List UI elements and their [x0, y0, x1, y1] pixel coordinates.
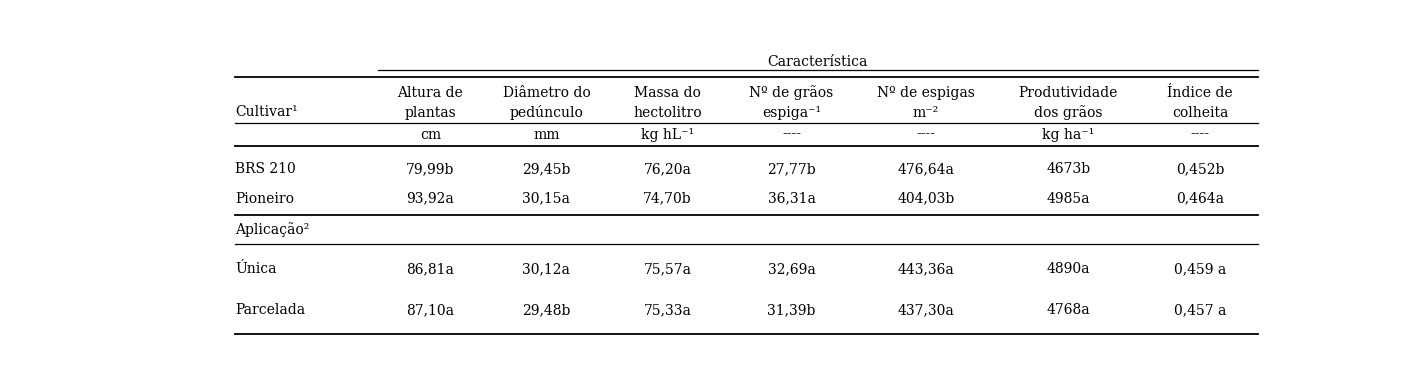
Text: Característica: Característica — [768, 55, 868, 69]
Text: 4768a: 4768a — [1046, 303, 1090, 317]
Text: dos grãos: dos grãos — [1035, 105, 1102, 120]
Text: espiga⁻¹: espiga⁻¹ — [762, 106, 821, 120]
Text: Nº de grãos: Nº de grãos — [750, 85, 834, 100]
Text: 443,36a: 443,36a — [897, 263, 955, 276]
Text: Massa do: Massa do — [635, 86, 701, 100]
Text: 86,81a: 86,81a — [407, 263, 455, 276]
Text: Produtividade: Produtividade — [1019, 86, 1118, 100]
Text: hectolitro: hectolitro — [633, 106, 702, 120]
Text: 4985a: 4985a — [1046, 192, 1090, 205]
Text: m⁻²: m⁻² — [913, 106, 939, 120]
Text: 4673b: 4673b — [1046, 162, 1091, 176]
Text: 75,33a: 75,33a — [643, 303, 692, 317]
Text: 74,70b: 74,70b — [643, 192, 692, 205]
Text: Altura de: Altura de — [397, 86, 463, 100]
Text: 0,457 a: 0,457 a — [1174, 303, 1226, 317]
Text: Índice de: Índice de — [1167, 86, 1233, 100]
Text: BRS 210: BRS 210 — [236, 162, 296, 176]
Text: 27,77b: 27,77b — [767, 162, 816, 176]
Text: 75,57a: 75,57a — [643, 263, 692, 276]
Text: 31,39b: 31,39b — [768, 303, 816, 317]
Text: 79,99b: 79,99b — [406, 162, 455, 176]
Text: Cultivar¹: Cultivar¹ — [236, 105, 298, 119]
Text: ----: ---- — [917, 127, 935, 142]
Text: mm: mm — [534, 127, 560, 142]
Text: 76,20a: 76,20a — [643, 162, 692, 176]
Text: 437,30a: 437,30a — [897, 303, 955, 317]
Text: Única: Única — [236, 263, 277, 276]
Text: plantas: plantas — [404, 106, 456, 120]
Text: cm: cm — [420, 127, 441, 142]
Text: Aplicação²: Aplicação² — [236, 222, 310, 237]
Text: 30,12a: 30,12a — [522, 263, 570, 276]
Text: 93,92a: 93,92a — [407, 192, 455, 205]
Text: 87,10a: 87,10a — [406, 303, 455, 317]
Text: 476,64a: 476,64a — [897, 162, 955, 176]
Text: ----: ---- — [782, 127, 802, 142]
Text: 404,03b: 404,03b — [897, 192, 955, 205]
Text: Parcelada: Parcelada — [236, 303, 306, 317]
Text: 0,459 a: 0,459 a — [1174, 263, 1226, 276]
Text: Pioneiro: Pioneiro — [236, 192, 295, 205]
Text: 4890a: 4890a — [1046, 263, 1090, 276]
Text: Diâmetro do: Diâmetro do — [503, 86, 590, 100]
Text: kg ha⁻¹: kg ha⁻¹ — [1042, 127, 1095, 142]
Text: kg hL⁻¹: kg hL⁻¹ — [642, 127, 694, 142]
Text: Nº de espigas: Nº de espigas — [878, 86, 974, 100]
Text: 0,452b: 0,452b — [1177, 162, 1224, 176]
Text: 29,48b: 29,48b — [522, 303, 570, 317]
Text: pedúnculo: pedúnculo — [510, 105, 583, 120]
Text: colheita: colheita — [1172, 106, 1228, 120]
Text: 30,15a: 30,15a — [522, 192, 570, 205]
Text: 0,464a: 0,464a — [1177, 192, 1224, 205]
Text: 32,69a: 32,69a — [768, 263, 816, 276]
Text: 36,31a: 36,31a — [768, 192, 816, 205]
Text: ----: ---- — [1191, 127, 1210, 142]
Text: 29,45b: 29,45b — [522, 162, 570, 176]
